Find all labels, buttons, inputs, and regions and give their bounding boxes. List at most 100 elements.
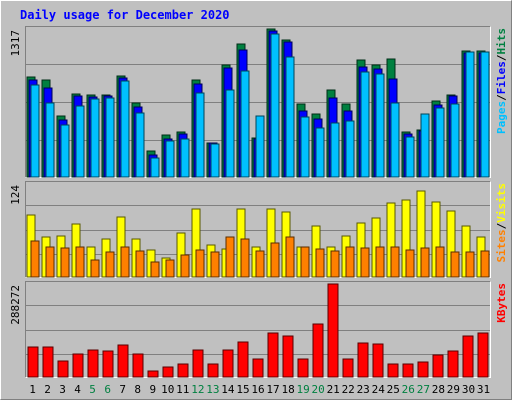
bar-visits-sites-day-12 xyxy=(195,249,205,278)
bar-visits-sites-day-23 xyxy=(360,247,370,278)
x-axis-day-labels: 1 2 3 4 5 6 7 8 9 10 11 12 13 14 15 16 17 18 19 20 21 22 23 24 2… xyxy=(29,383,490,396)
bar-kbytes-kbytes-day-20 xyxy=(312,323,324,378)
x-tick-label-day-24: 24 xyxy=(372,383,386,396)
x-tick-label-day-18: 18 xyxy=(281,383,294,396)
x-tick-label-day-9: 9 xyxy=(149,383,156,396)
bar-visits-sites-day-3 xyxy=(60,247,70,278)
panel-hits-bevel-dark xyxy=(25,26,491,178)
bar-kbytes-kbytes-day-25 xyxy=(387,363,399,378)
bar-visits-sites-day-21 xyxy=(330,250,340,278)
x-tick-label-day-8: 8 xyxy=(134,383,141,396)
bar-kbytes-kbytes-day-18 xyxy=(282,335,294,378)
bar-hits-pages-day-16 xyxy=(255,115,265,178)
bar-kbytes-kbytes-day-15 xyxy=(237,341,249,378)
bar-visits-sites-day-11 xyxy=(180,254,190,278)
bar-kbytes-kbytes-day-5 xyxy=(87,349,99,378)
bar-visits-sites-day-29 xyxy=(450,251,460,278)
bar-hits-pages-day-5 xyxy=(90,98,100,178)
bar-hits-pages-day-11 xyxy=(180,138,190,178)
bar-hits-pages-day-31 xyxy=(480,51,490,178)
bar-kbytes-kbytes-day-28 xyxy=(432,354,444,378)
bar-visits-sites-day-19 xyxy=(300,246,310,278)
bar-hits-pages-day-7 xyxy=(120,80,130,178)
x-tick-label-day-30: 30 xyxy=(462,383,475,396)
panel-kbytes-legend: KBytes xyxy=(495,283,508,323)
legend-entry: Visits xyxy=(495,183,508,223)
bar-hits-pages-day-20 xyxy=(315,127,325,178)
x-tick-label-day-7: 7 xyxy=(119,383,126,396)
bar-visits-sites-day-18 xyxy=(285,236,295,278)
bar-kbytes-kbytes-day-24 xyxy=(372,343,384,378)
bar-kbytes-kbytes-day-30 xyxy=(462,335,474,378)
bar-hits-pages-day-29 xyxy=(450,103,460,178)
bar-visits-sites-day-13 xyxy=(210,251,220,278)
chart-title: Daily usage for December 2020 xyxy=(20,8,230,22)
bar-hits-pages-day-22 xyxy=(345,120,355,178)
x-tick-label-day-2: 2 xyxy=(44,383,51,396)
x-tick-label-day-15: 15 xyxy=(236,383,249,396)
x-tick-label-day-21: 21 xyxy=(327,383,340,396)
bar-visits-sites-day-8 xyxy=(135,250,145,278)
bar-hits-pages-day-30 xyxy=(465,51,475,178)
x-tick-label-day-16: 16 xyxy=(251,383,264,396)
bar-visits-sites-day-5 xyxy=(90,259,100,278)
bar-visits-sites-day-15 xyxy=(240,238,250,278)
bar-visits-sites-day-26 xyxy=(405,249,415,278)
bar-visits-sites-day-25 xyxy=(390,246,400,278)
x-tick-label-day-27: 27 xyxy=(417,383,430,396)
bar-kbytes-kbytes-day-16 xyxy=(252,358,264,378)
x-tick-label-day-23: 23 xyxy=(357,383,370,396)
bar-hits-pages-day-8 xyxy=(135,112,145,178)
x-tick-label-day-29: 29 xyxy=(447,383,460,396)
bar-kbytes-kbytes-day-26 xyxy=(402,363,414,378)
bar-hits-pages-day-10 xyxy=(165,140,175,178)
bar-visits-sites-day-22 xyxy=(345,246,355,278)
bar-hits-pages-day-3 xyxy=(60,124,70,178)
bar-kbytes-kbytes-day-17 xyxy=(267,332,279,378)
bar-visits-sites-day-1 xyxy=(30,240,40,278)
x-tick-label-day-5: 5 xyxy=(89,383,96,396)
bar-hits-pages-day-2 xyxy=(45,102,55,178)
x-tick-label-day-4: 4 xyxy=(74,383,81,396)
bar-kbytes-kbytes-day-29 xyxy=(447,350,459,378)
x-tick-label-day-3: 3 xyxy=(59,383,66,396)
legend-entry: Pages xyxy=(495,101,508,134)
bar-kbytes-kbytes-day-9 xyxy=(147,370,159,378)
bar-kbytes-kbytes-day-6 xyxy=(102,350,114,378)
bar-kbytes-kbytes-day-2 xyxy=(42,346,54,378)
bar-kbytes-kbytes-day-1 xyxy=(27,346,39,378)
bar-visits-sites-day-2 xyxy=(45,246,55,278)
x-tick-label-day-20: 20 xyxy=(311,383,324,396)
bar-visits-sites-day-4 xyxy=(75,246,85,278)
bar-visits-sites-day-9 xyxy=(150,261,160,278)
legend-entry: KBytes xyxy=(495,283,508,323)
legend-entry: Files xyxy=(495,61,508,94)
bar-hits-pages-day-27 xyxy=(420,113,430,178)
bar-kbytes-kbytes-day-23 xyxy=(357,342,369,378)
x-tick-label-day-10: 10 xyxy=(161,383,174,396)
panel-hits-ymax-label: 1317 xyxy=(9,30,22,57)
bar-kbytes-kbytes-day-27 xyxy=(417,361,429,378)
bar-hits-pages-day-13 xyxy=(210,143,220,178)
bar-visits-sites-day-20 xyxy=(315,248,325,278)
x-tick-label-day-25: 25 xyxy=(387,383,400,396)
bar-hits-pages-day-28 xyxy=(435,107,445,178)
x-tick-label-day-31: 31 xyxy=(477,383,490,396)
x-tick-label-day-17: 17 xyxy=(266,383,279,396)
bar-visits-sites-day-28 xyxy=(435,246,445,278)
x-tick-label-day-26: 26 xyxy=(402,383,415,396)
bar-kbytes-kbytes-day-12 xyxy=(192,349,204,378)
bar-kbytes-kbytes-day-10 xyxy=(162,366,174,378)
x-tick-label-day-6: 6 xyxy=(104,383,111,396)
bar-hits-pages-day-21 xyxy=(330,122,340,178)
bar-kbytes-kbytes-day-19 xyxy=(297,358,309,378)
panel-hits-legend: Pages/Files/Hits xyxy=(495,28,508,134)
legend-entry: / xyxy=(495,94,508,101)
bar-hits-pages-day-1 xyxy=(30,84,40,178)
legend-entry: / xyxy=(495,222,508,229)
bar-kbytes-kbytes-day-22 xyxy=(342,358,354,378)
x-tick-label-day-14: 14 xyxy=(221,383,235,396)
bar-hits-pages-day-17 xyxy=(270,33,280,178)
x-tick-label-day-11: 11 xyxy=(176,383,189,396)
